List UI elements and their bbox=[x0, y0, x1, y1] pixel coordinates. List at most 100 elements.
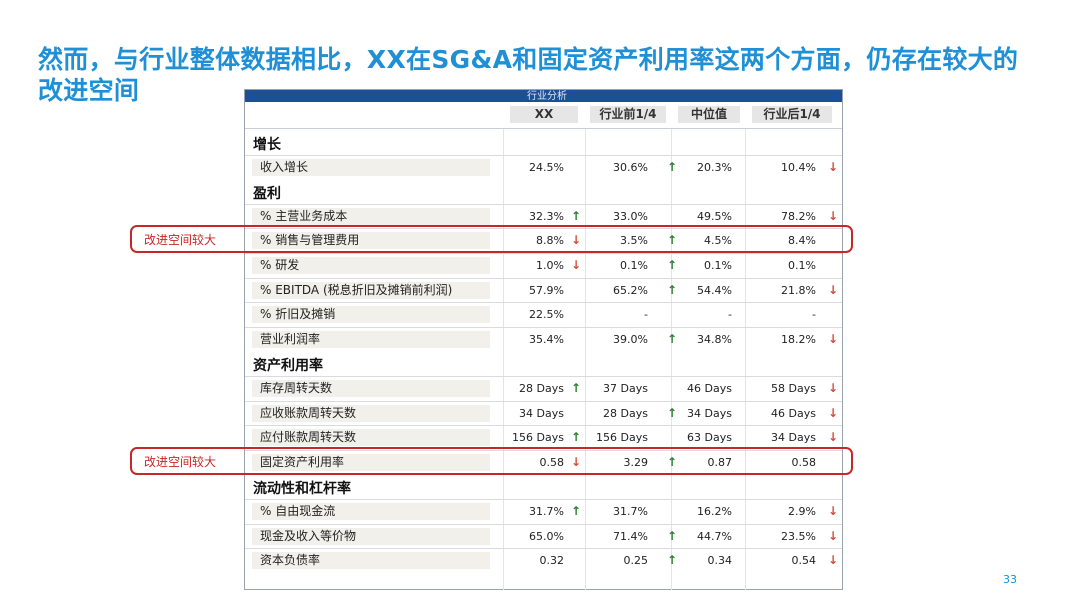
value-cell: 65.0% bbox=[529, 529, 564, 543]
down-arrow-icon: ↓ bbox=[827, 430, 839, 445]
value-cell: 39.0% bbox=[613, 332, 648, 346]
up-arrow-icon: ↑ bbox=[666, 159, 678, 174]
value-cell: 32.3% bbox=[529, 209, 564, 223]
value-cell: 37 Days bbox=[603, 382, 648, 395]
table-header-bar bbox=[245, 90, 842, 102]
value-cell: - bbox=[812, 308, 816, 322]
table-row: 营业利润率 35.4% 39.0% ↑ 34.8% 18.2% ↓ bbox=[245, 326, 842, 352]
value-cell: 10.4% bbox=[781, 160, 816, 174]
value-cell: 0.58 bbox=[539, 455, 565, 469]
value-cell: 33.0% bbox=[613, 209, 648, 223]
value-cell: 4.5% bbox=[704, 234, 732, 248]
value-cell: 24.5% bbox=[529, 160, 564, 174]
table-row: % EBITDA (税息折旧及摊销前利润) 57.9% 65.2% ↑ 54.4% 21.… bbox=[245, 277, 842, 303]
row-label: 营业利润率 bbox=[252, 330, 490, 348]
up-arrow-icon: ↑ bbox=[666, 553, 678, 568]
row-label: % 主营业务成本 bbox=[252, 207, 490, 225]
table-row: 资本负债率 0.32 0.25 ↑ 0.34 0.54 ↓ bbox=[245, 548, 842, 573]
value-cell: 1.0% bbox=[536, 259, 564, 272]
value-cell: 0.34 bbox=[707, 554, 733, 568]
value-cell: 35.4% bbox=[529, 332, 564, 346]
up-arrow-icon: ↑ bbox=[666, 282, 678, 297]
value-cell: 57.9% bbox=[529, 283, 564, 297]
column-header-xx: XX bbox=[510, 106, 578, 123]
value-cell: 20.3% bbox=[697, 160, 732, 174]
down-arrow-icon: ↓ bbox=[827, 504, 839, 518]
down-arrow-icon: ↓ bbox=[570, 258, 582, 272]
row-label: % 折旧及摊销 bbox=[252, 306, 490, 324]
table-row: % 销售与管理费用 8.8% ↓ 3.5% ↑ 4.5% 8.4% bbox=[245, 228, 842, 253]
down-arrow-icon: ↓ bbox=[827, 405, 839, 420]
highlight-box bbox=[130, 225, 853, 254]
value-cell: - bbox=[728, 308, 732, 322]
value-cell: 0.25 bbox=[623, 554, 649, 568]
row-label: 现金及收入等价物 bbox=[252, 527, 490, 545]
table-row: 收入增长 24.5% 30.6% ↑ 20.3% 10.4% ↓ bbox=[245, 154, 842, 180]
table-row: 应付账款周转天数 156 Days ↑ 156 Days 63 Days 34 Days ↓ bbox=[245, 425, 842, 450]
table-row: 现金及收入等价物 65.0% 71.4% ↑ 44.7% 23.5% ↓ bbox=[245, 523, 842, 549]
value-cell: 34 Days bbox=[771, 431, 816, 445]
down-arrow-icon: ↓ bbox=[570, 233, 582, 248]
value-cell: 8.4% bbox=[788, 234, 816, 248]
value-cell: 49.5% bbox=[697, 209, 732, 223]
value-cell: 2.9% bbox=[788, 505, 816, 518]
value-cell: 31.7% bbox=[529, 505, 564, 518]
row-label: 应收账款周转天数 bbox=[252, 404, 490, 422]
up-arrow-icon: ↑ bbox=[570, 504, 582, 518]
table-row: 库存周转天数 28 Days ↑ 37 Days 46 Days 58 Days ↓ bbox=[245, 376, 842, 401]
column-divider bbox=[503, 129, 504, 590]
down-arrow-icon: ↓ bbox=[827, 208, 839, 223]
value-cell: 156 Days bbox=[596, 431, 648, 445]
up-arrow-icon: ↑ bbox=[666, 405, 678, 420]
table-row: 固定资产利用率 0.58 ↓ 3.29 ↑ 0.87 0.58 bbox=[245, 449, 842, 475]
table-header-title: 行业分析 bbox=[527, 91, 567, 102]
section-heading: 流动性和杠杆率 bbox=[253, 481, 351, 498]
up-arrow-icon: ↑ bbox=[570, 430, 582, 445]
value-cell: 28 Days bbox=[519, 382, 564, 395]
column-divider bbox=[671, 129, 672, 590]
value-cell: 3.5% bbox=[620, 234, 648, 248]
value-cell: 0.58 bbox=[791, 455, 817, 469]
row-label: 收入增长 bbox=[252, 158, 490, 176]
highlight-box bbox=[130, 446, 853, 475]
value-cell: 63 Days bbox=[687, 431, 732, 445]
up-arrow-icon: ↑ bbox=[666, 454, 678, 469]
value-cell: 0.87 bbox=[707, 455, 733, 469]
row-label: % 销售与管理费用 bbox=[252, 232, 490, 250]
value-cell: 21.8% bbox=[781, 283, 816, 297]
value-cell: 0.1% bbox=[788, 259, 816, 272]
value-cell: 46 Days bbox=[771, 406, 816, 420]
value-cell: 8.8% bbox=[536, 234, 564, 248]
column-header-median: 中位值 bbox=[678, 106, 740, 123]
row-label: 固定资产利用率 bbox=[252, 453, 490, 471]
up-arrow-icon: ↑ bbox=[666, 331, 678, 346]
value-cell: 78.2% bbox=[781, 209, 816, 223]
up-arrow-icon: ↑ bbox=[570, 208, 582, 223]
value-cell: 44.7% bbox=[697, 529, 732, 543]
value-cell: 28 Days bbox=[603, 406, 648, 420]
up-arrow-icon: ↑ bbox=[666, 233, 678, 248]
down-arrow-icon: ↓ bbox=[827, 528, 839, 543]
value-cell: 22.5% bbox=[529, 308, 564, 322]
section-heading: 盈利 bbox=[253, 186, 281, 203]
header-divider bbox=[245, 128, 842, 129]
row-label: 应付账款周转天数 bbox=[252, 429, 490, 447]
row-label: % 研发 bbox=[252, 257, 490, 274]
row-label: 库存周转天数 bbox=[252, 380, 490, 397]
down-arrow-icon: ↓ bbox=[827, 553, 839, 568]
value-cell: 18.2% bbox=[781, 332, 816, 346]
value-cell: 65.2% bbox=[613, 283, 648, 297]
row-label: % 自由现金流 bbox=[252, 503, 490, 520]
value-cell: 16.2% bbox=[697, 505, 732, 518]
industry-analysis-table: 行业分析 XX 行业前1/4 中位值 行业后1/4 增长 收入增长 24.5% 30.… bbox=[244, 89, 843, 590]
value-cell: 0.32 bbox=[539, 554, 565, 568]
section-heading: 增长 bbox=[253, 137, 281, 153]
down-arrow-icon: ↓ bbox=[827, 159, 839, 174]
table-row: 应收账款周转天数 34 Days 28 Days ↑ 34 Days 46 Days ↓ bbox=[245, 400, 842, 426]
value-cell: 30.6% bbox=[613, 160, 648, 174]
column-header-bottom-quartile: 行业后1/4 bbox=[752, 106, 832, 123]
row-label: 资本负债率 bbox=[252, 552, 490, 570]
up-arrow-icon: ↑ bbox=[666, 528, 678, 543]
down-arrow-icon: ↓ bbox=[827, 331, 839, 346]
table-row: % 折旧及摊销 22.5% - - - bbox=[245, 302, 842, 327]
